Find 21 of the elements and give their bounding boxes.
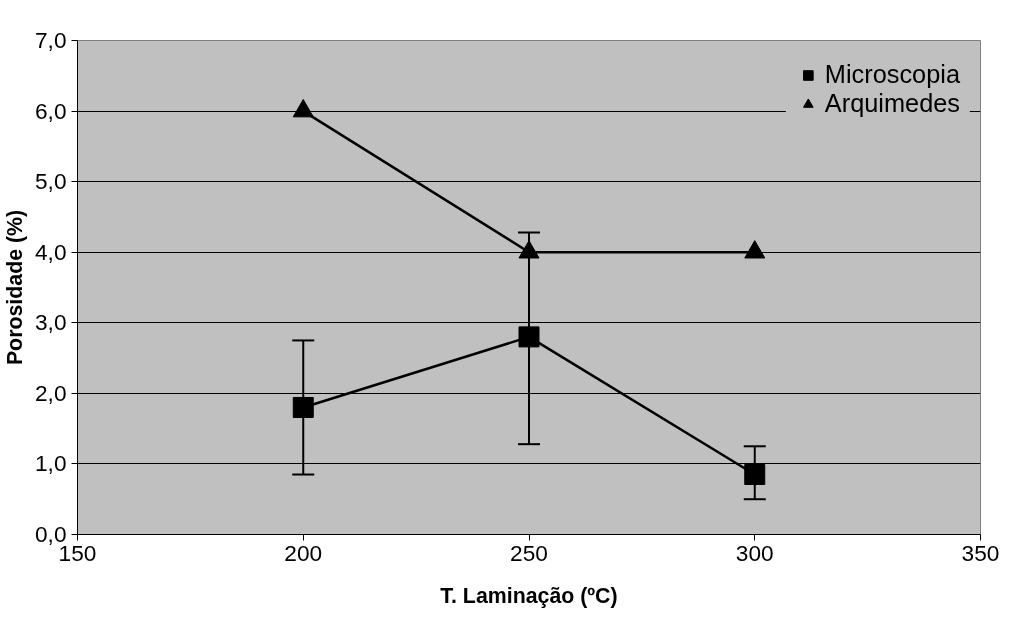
y-tick-label: 4,0 <box>35 238 67 265</box>
point <box>744 464 766 486</box>
legend-label: Arquimedes <box>824 89 960 118</box>
y-tick-label: 3,0 <box>35 309 67 336</box>
y-tick-label: 6,0 <box>35 97 67 124</box>
x-tick-label: 300 <box>735 539 774 566</box>
point <box>518 326 540 348</box>
legend-label: Microscopia <box>824 60 960 89</box>
y-tick-label: 1,0 <box>35 450 67 477</box>
point <box>518 240 540 259</box>
x-tick-label: 250 <box>510 539 548 566</box>
x-axis-title: T. Laminação (ºC) <box>440 583 618 608</box>
point <box>292 99 314 118</box>
x-tick-label: 200 <box>284 539 323 566</box>
point <box>292 396 314 418</box>
y-tick-label: 5,0 <box>35 168 67 195</box>
point <box>744 240 766 259</box>
y-tick-label: 7,0 <box>35 27 67 53</box>
x-tick-label: 350 <box>961 539 1000 566</box>
y-axis-title: Porosidade (%) <box>3 209 27 366</box>
y-tick-label: 2,0 <box>35 379 67 406</box>
